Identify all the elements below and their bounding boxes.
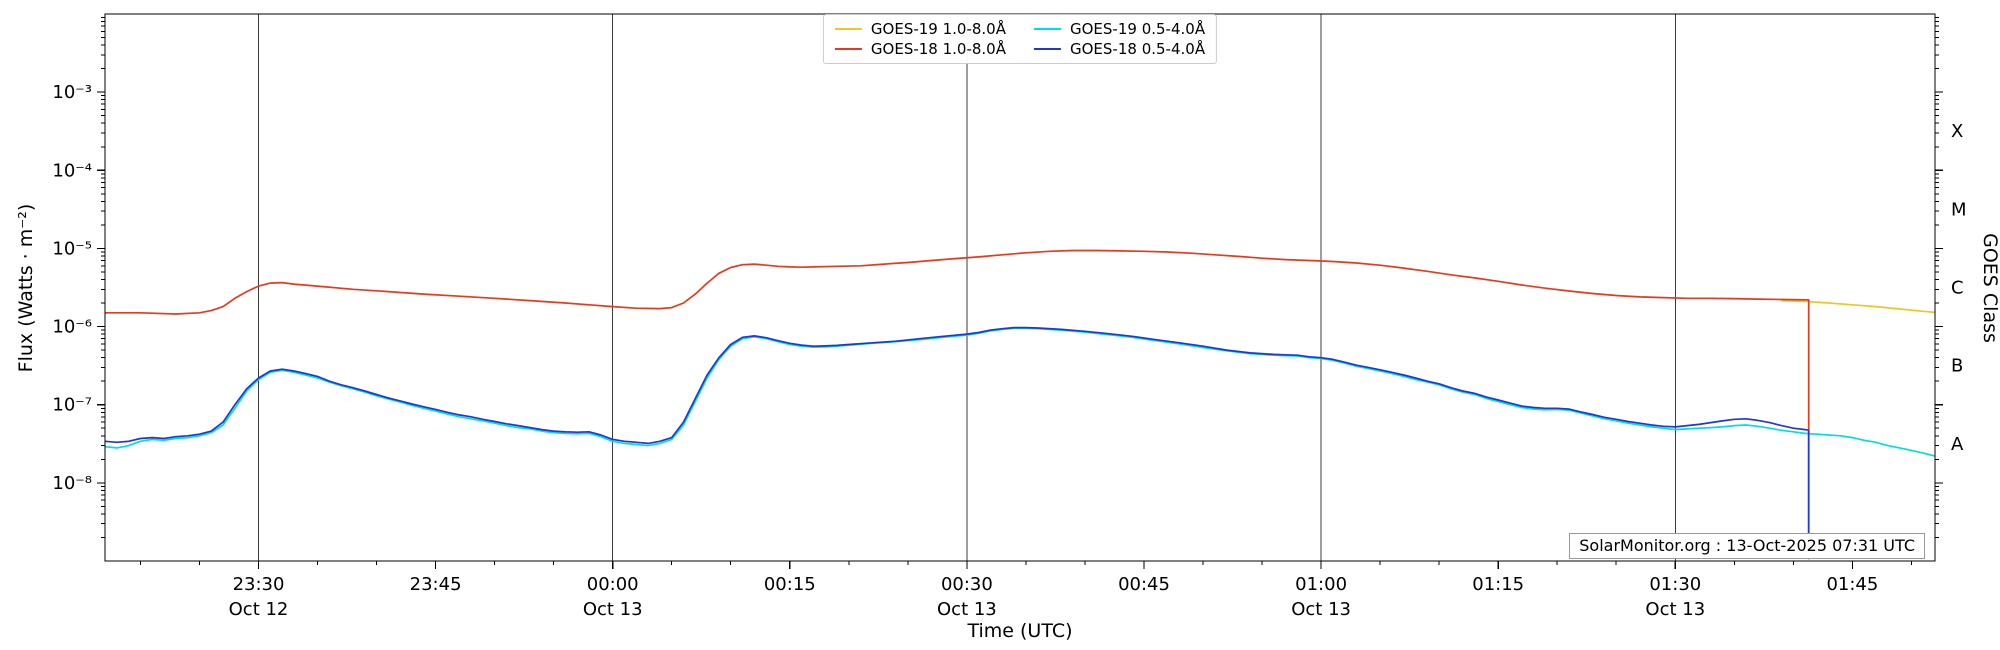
- legend-item-label: GOES-19 0.5-4.0Å: [1070, 20, 1206, 38]
- x-tick-label: 01:45: [1826, 574, 1878, 595]
- legend-item-goes18-long: GOES-18 1.0-8.0Å: [834, 40, 1006, 58]
- y-tick-label: 10⁻⁶: [52, 317, 92, 338]
- legend-color-swatch: [1034, 28, 1061, 30]
- legend-item-goes18-short: GOES-18 0.5-4.0Å: [1034, 40, 1205, 58]
- goes-class-label-c: C: [1951, 278, 1964, 299]
- legend-item-label: GOES-18 1.0-8.0Å: [870, 40, 1006, 58]
- x-tick-label: 00:15: [764, 574, 816, 595]
- goes-class-label-a: A: [1951, 434, 1964, 455]
- x-tick-date-label: Oct 12: [229, 599, 289, 620]
- x-axis-label: Time (UTC): [967, 620, 1073, 642]
- x-tick-date-label: Oct 13: [937, 599, 997, 620]
- x-tick-date-label: Oct 13: [1645, 599, 1705, 620]
- x-tick-label: 00:30: [941, 574, 993, 595]
- legend-item-label: GOES-18 0.5-4.0Å: [1070, 40, 1206, 58]
- y-tick-label: 10⁻⁴: [52, 160, 92, 181]
- x-tick-label: 01:00: [1295, 574, 1347, 595]
- legend-item-goes19-short: GOES-19 0.5-4.0Å: [1034, 20, 1205, 38]
- legend-item-goes19-long: GOES-19 1.0-8.0Å: [834, 20, 1006, 38]
- x-tick-date-label: Oct 13: [583, 599, 643, 620]
- series-goes18-short: [104, 326, 1810, 560]
- x-tick-date-label: Oct 13: [1291, 599, 1351, 620]
- x-tick-label: 01:30: [1649, 574, 1701, 595]
- x-tick-label: 00:45: [1118, 574, 1170, 595]
- y-tick-label: 10⁻⁷: [52, 395, 92, 416]
- x-tick-label: 23:30: [233, 574, 285, 595]
- y-tick-label: 10⁻³: [52, 82, 92, 103]
- annotation-credit: SolarMonitor.org : 13-Oct-2025 07:31 UTC: [1569, 533, 1925, 559]
- x-tick-label: 23:45: [410, 574, 462, 595]
- legend-color-swatch: [834, 48, 862, 50]
- goes-class-label-x: X: [1951, 121, 1963, 142]
- right-axis-label: GOES Class: [1979, 233, 2000, 343]
- x-tick-label: 01:15: [1472, 574, 1524, 595]
- legend-color-swatch: [834, 28, 862, 30]
- legend: GOES-19 1.0-8.0Å GOES-18 1.0-8.0Å GOES-19 …: [822, 14, 1218, 64]
- y-axis-label: Flux (Watts · m⁻²): [15, 203, 37, 373]
- x-tick-label: 00:00: [587, 574, 639, 595]
- y-tick-label: 10⁻⁵: [52, 238, 92, 259]
- goes-class-label-m: M: [1951, 199, 1967, 220]
- goes-class-label-b: B: [1951, 356, 1963, 377]
- series-goes18-long: [105, 249, 1810, 557]
- legend-item-label: GOES-19 1.0-8.0Å: [870, 20, 1006, 38]
- y-tick-label: 10⁻⁸: [52, 473, 92, 494]
- legend-color-swatch: [1034, 48, 1061, 50]
